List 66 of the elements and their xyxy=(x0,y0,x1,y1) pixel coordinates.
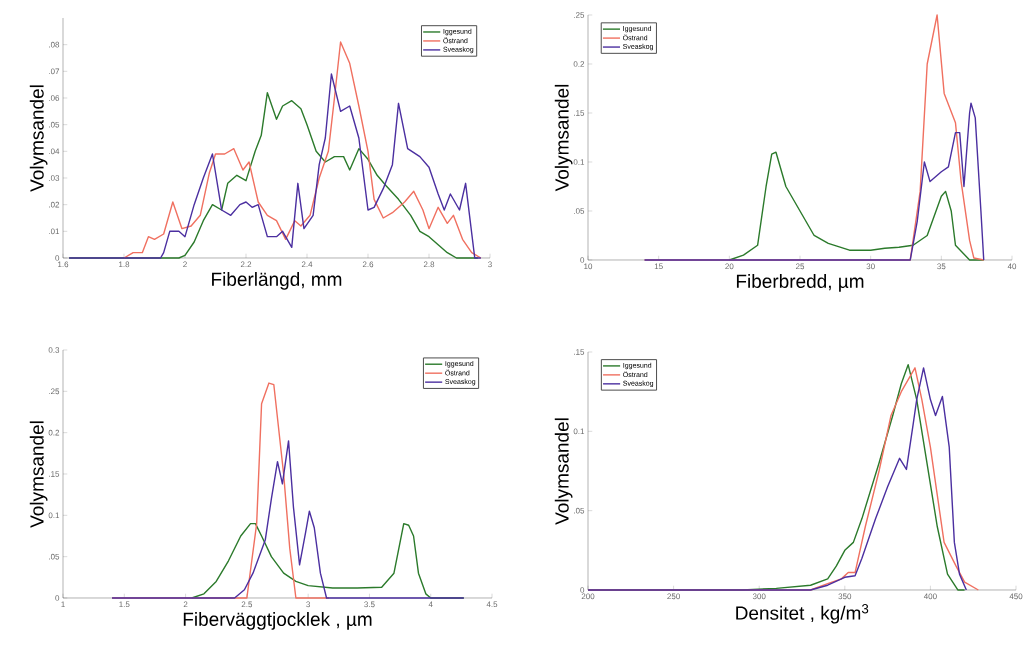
y-tick-label: .03 xyxy=(49,175,60,181)
y-tick-label: 0.1 xyxy=(573,159,585,165)
y-tick-label: 0 xyxy=(580,257,585,263)
x-tick-label: 40 xyxy=(1007,263,1017,270)
x-axis-title: Fiberväggtjocklek , µm xyxy=(183,612,372,630)
x-tick-label: 2.6 xyxy=(362,261,374,268)
x-tick-label: 4.5 xyxy=(486,601,498,608)
y-axis-title: Volymsandel xyxy=(554,418,573,525)
line-series xyxy=(111,440,465,599)
y-tick-label: 0 xyxy=(55,595,60,601)
x-tick-label: 450 xyxy=(1009,593,1023,600)
x-tick-label: 10 xyxy=(584,263,593,270)
x-tick-label: 2.5 xyxy=(241,601,253,608)
y-tick-label: 0.2 xyxy=(48,429,60,436)
x-tick-label: 3 xyxy=(488,261,492,268)
y-tick-label: 0 xyxy=(580,587,585,593)
y-tick-label: .05 xyxy=(49,121,60,128)
x-tick-label: 250 xyxy=(667,593,680,600)
x-axis-title: Fiberlängd, mm xyxy=(212,272,342,290)
x-tick-label: 200 xyxy=(581,593,595,600)
y-tick-label: .15 xyxy=(574,349,585,355)
y-tick-label: .25 xyxy=(49,388,60,395)
y-tick-label: .01 xyxy=(49,228,60,235)
y-tick-label: 0 xyxy=(55,255,60,261)
y-tick-label: .02 xyxy=(49,201,60,208)
y-tick-label: .07 xyxy=(49,68,60,75)
x-tick-label: 2.2 xyxy=(240,261,252,268)
y-tick-label: .04 xyxy=(49,148,60,155)
y-tick-label: 0.1 xyxy=(48,512,60,519)
x-axis-title: Fiberbredd, µm xyxy=(736,274,864,292)
x-tick-label: 2.8 xyxy=(423,261,435,268)
y-tick-label: .08 xyxy=(49,41,60,48)
x-tick-label: 300 xyxy=(752,593,766,600)
x-tick-label: 3.5 xyxy=(364,601,375,608)
x-tick-label: 25 xyxy=(795,263,805,270)
line-series xyxy=(728,151,985,261)
y-tick-label: 0.2 xyxy=(573,61,585,67)
x-tick-label: 35 xyxy=(937,263,946,270)
x-tick-label: 2 xyxy=(183,601,188,608)
x-axis-title: Densitet , kg/m$^{3}$ xyxy=(736,604,869,624)
y-tick-label: .15 xyxy=(574,110,585,116)
x-tick-label: 20 xyxy=(725,263,734,270)
x-tick-label: 3 xyxy=(306,601,311,608)
y-tick-label: .05 xyxy=(574,507,585,514)
x-tick-label: 2.4 xyxy=(301,261,313,268)
y-tick-label: .06 xyxy=(49,95,60,101)
y-tick-label: 0.1 xyxy=(573,428,585,435)
x-tick-label: 350 xyxy=(838,593,852,600)
x-tick-label: 1 xyxy=(61,601,65,608)
x-tick-label: 2 xyxy=(183,261,187,268)
y-tick-label: .15 xyxy=(49,471,60,477)
y-axis-title: Volymsandel xyxy=(29,421,48,528)
x-tick-label: 4 xyxy=(428,601,433,608)
x-tick-label: 1.8 xyxy=(119,261,130,268)
x-tick-label: 400 xyxy=(923,593,937,600)
y-tick-label: .25 xyxy=(574,12,585,18)
y-axis-title: Volymsandel xyxy=(554,84,573,192)
x-tick-label: 30 xyxy=(866,263,875,270)
y-axis-title: Volymsandel xyxy=(29,85,48,192)
y-tick-label: 0.3 xyxy=(48,347,60,353)
x-tick-label: 1.6 xyxy=(58,261,69,268)
line-series xyxy=(643,102,985,261)
y-tick-label: .05 xyxy=(49,553,60,560)
y-tick-label: .05 xyxy=(574,208,585,214)
x-tick-label: 1.5 xyxy=(119,601,130,608)
x-tick-label: 15 xyxy=(654,263,663,270)
